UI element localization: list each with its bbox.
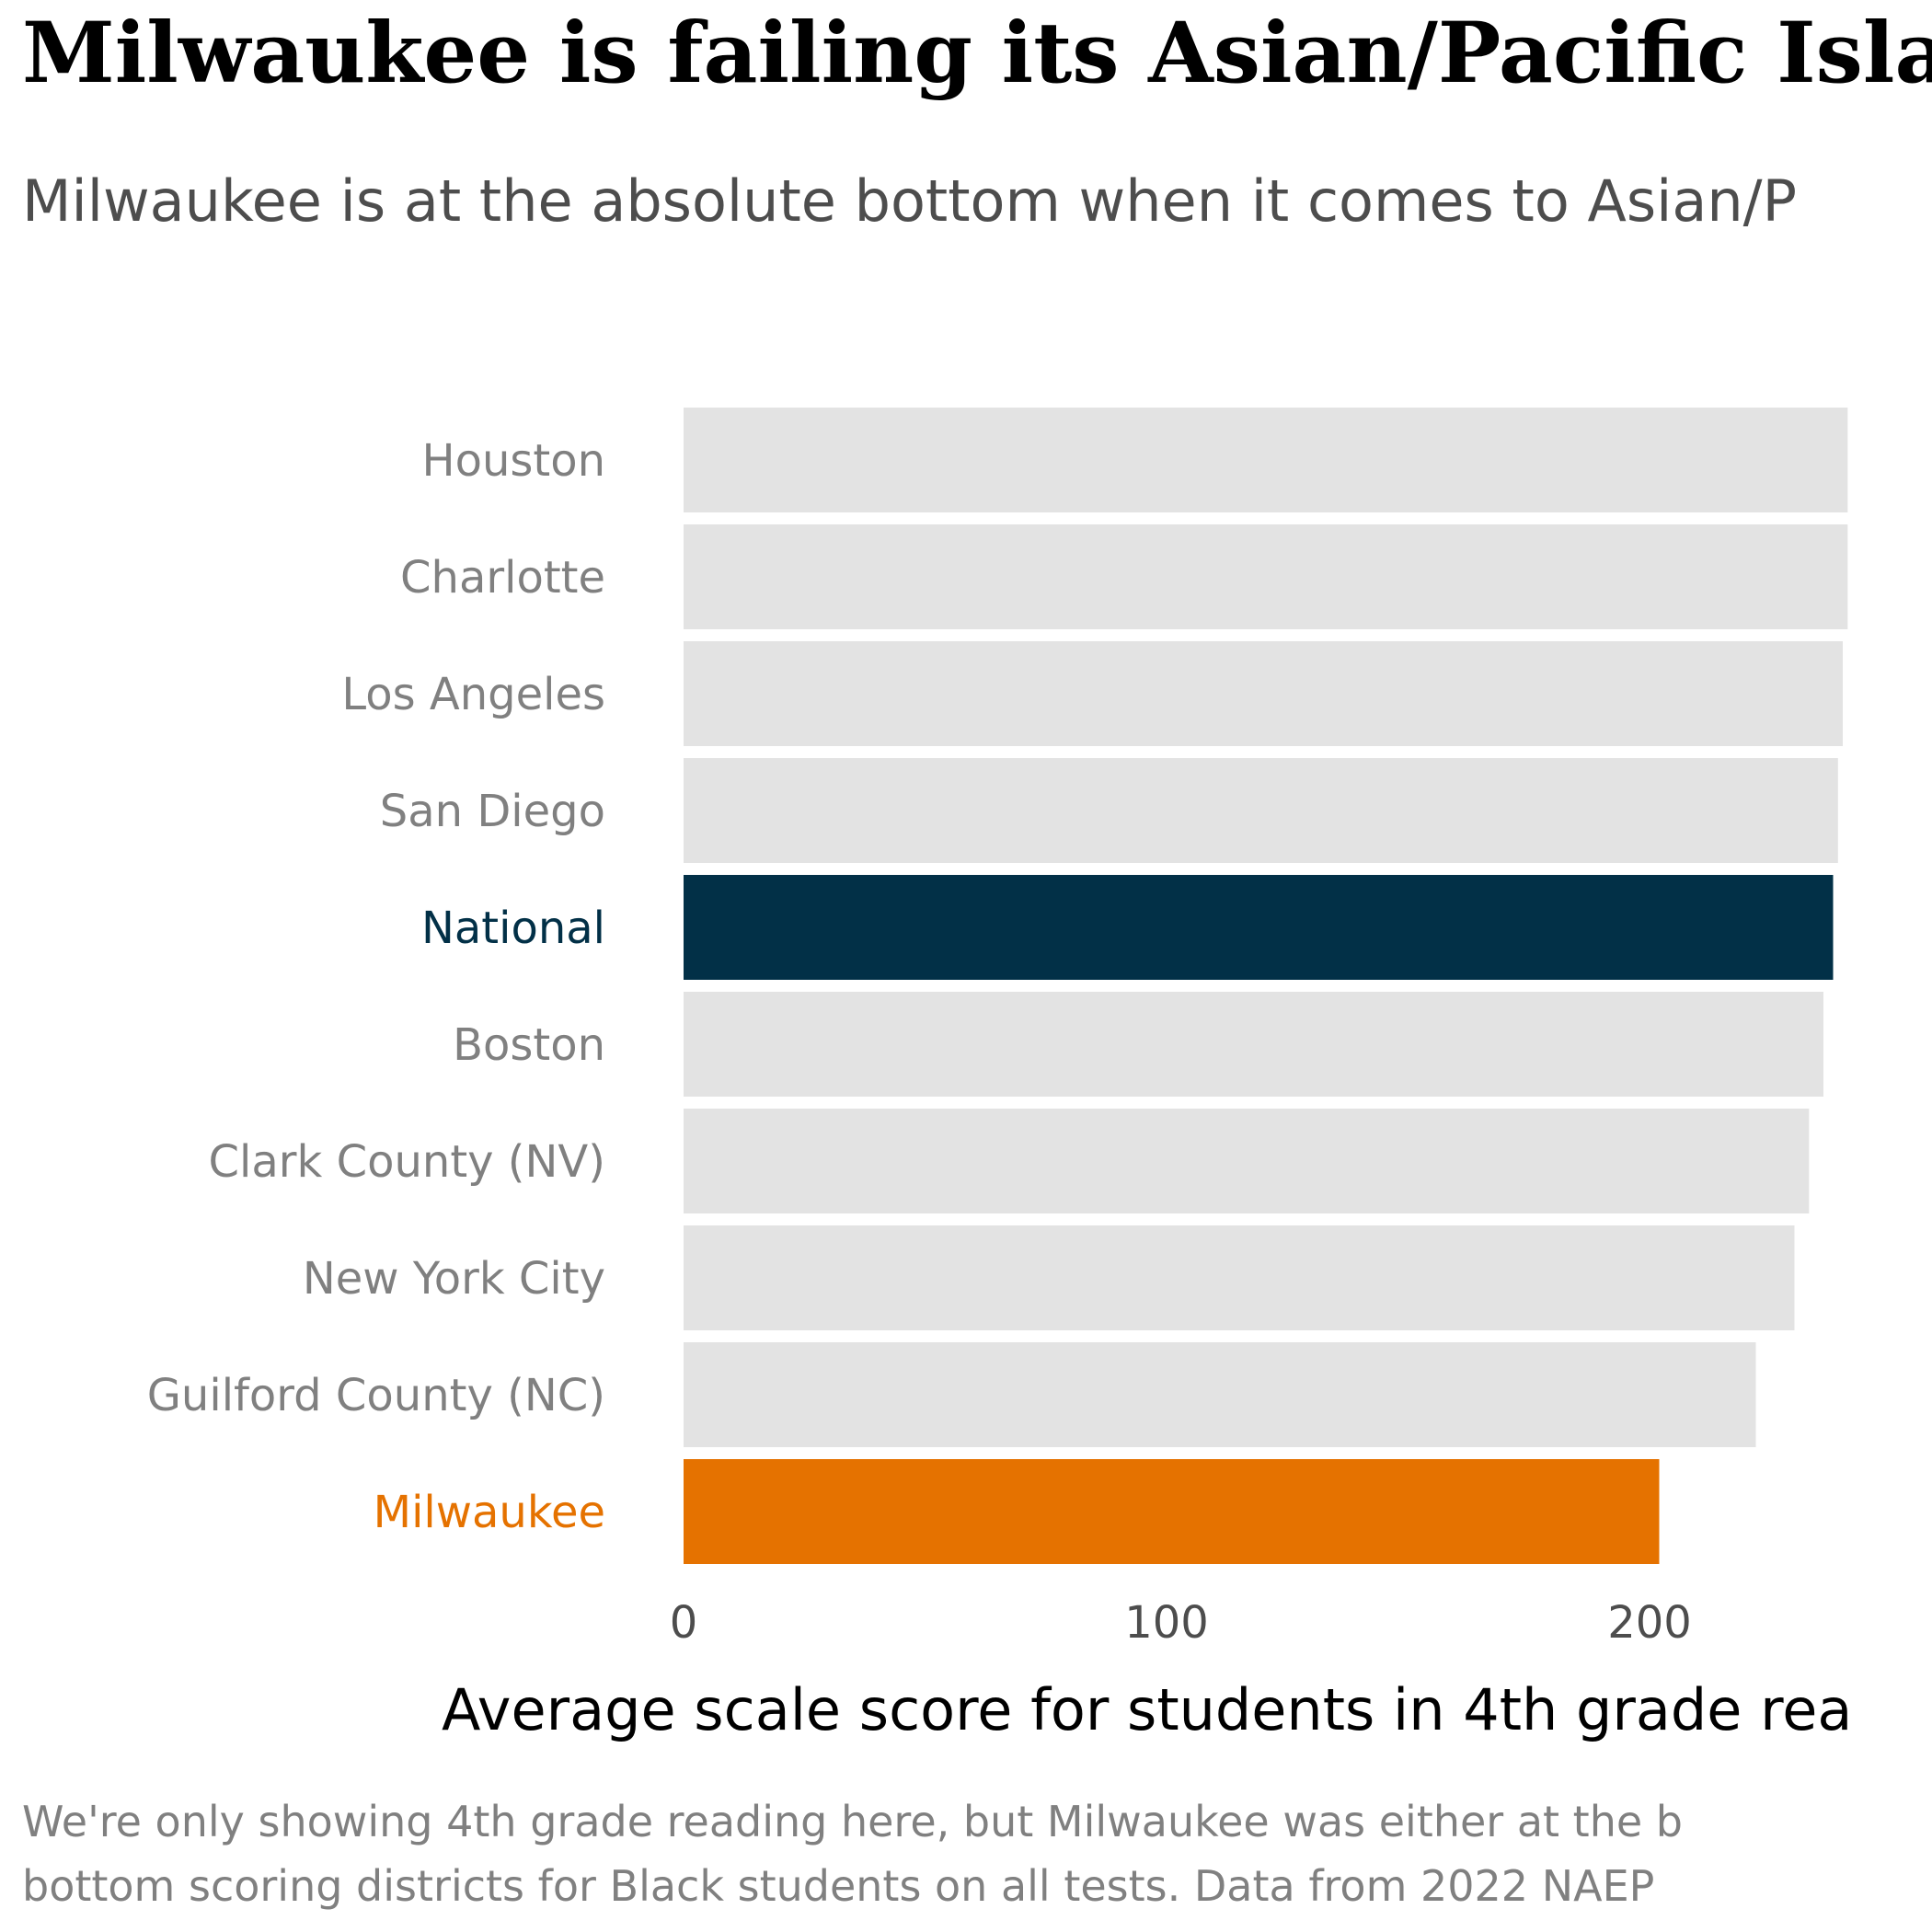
bar-clark-county-nv <box>684 1109 1810 1213</box>
chart-title: Milwaukee is failing its Asian/Pacific I… <box>22 5 1932 102</box>
category-label-charlotte: Charlotte <box>400 552 605 604</box>
bar-los-angeles <box>684 641 1843 746</box>
category-label-new-york-city: New York City <box>303 1253 605 1305</box>
bar-houston <box>684 408 1848 512</box>
caption-line-1: We're only showing 4th grade reading her… <box>22 1797 1683 1846</box>
category-label-milwaukee: Milwaukee <box>374 1487 605 1538</box>
category-label-los-angeles: Los Angeles <box>341 669 605 720</box>
bar-charlotte <box>684 524 1848 629</box>
x-tick-label-100: 100 <box>1124 1597 1209 1649</box>
bar-national <box>684 875 1834 980</box>
category-label-houston: Houston <box>422 435 606 487</box>
bar-san-diego <box>684 758 1838 863</box>
bar-boston <box>684 992 1823 1097</box>
category-label-boston: Boston <box>453 1019 605 1071</box>
category-label-national: National <box>421 903 605 954</box>
category-label-san-diego: San Diego <box>380 786 605 837</box>
bar-new-york-city <box>684 1225 1795 1330</box>
bar-guilford-county-nc <box>684 1342 1756 1447</box>
x-axis-title: Average scale score for students in 4th … <box>442 1676 1852 1743</box>
category-label-guilford-county-nc: Guilford County (NC) <box>147 1370 605 1421</box>
category-label-clark-county-nv: Clark County (NV) <box>209 1136 605 1188</box>
bar-milwaukee <box>684 1459 1660 1564</box>
x-tick-label-0: 0 <box>670 1597 698 1649</box>
caption-line-2: bottom scoring districts for Black stude… <box>22 1861 1655 1911</box>
chart-subtitle: Milwaukee is at the absolute bottom when… <box>22 167 1797 235</box>
chart-caption: We're only showing 4th grade reading her… <box>22 1789 1683 1918</box>
x-tick-label-200: 200 <box>1607 1597 1692 1649</box>
